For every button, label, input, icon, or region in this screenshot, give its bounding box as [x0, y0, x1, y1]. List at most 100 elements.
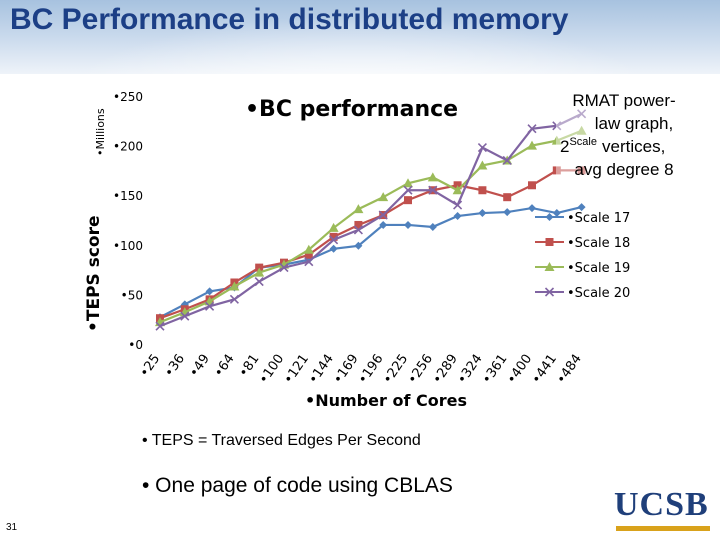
data-point	[378, 192, 389, 202]
data-point	[329, 232, 338, 241]
x-tick-label: •25	[137, 352, 163, 380]
data-point-stroke	[453, 200, 463, 210]
data-point	[353, 225, 363, 235]
data-point-stroke	[229, 294, 239, 304]
page-number: 31	[6, 522, 18, 533]
x-axis-label: •Number of Cores	[305, 391, 467, 410]
x-tick-label: •144	[306, 352, 337, 387]
data-point	[452, 185, 463, 195]
legend-label: •Scale 20	[567, 286, 630, 301]
data-point-stroke	[428, 185, 438, 195]
legend-swatch-marker-stroke	[544, 287, 555, 297]
y-unit-label: •Millions	[94, 108, 107, 156]
data-point	[254, 267, 265, 277]
data-point	[254, 276, 264, 287]
data-point-stroke	[502, 155, 512, 166]
x-tick-label: •256	[405, 352, 436, 387]
data-point	[577, 109, 587, 119]
data-point	[552, 209, 561, 218]
data-point	[155, 321, 165, 331]
data-point	[502, 155, 512, 166]
y-tick-label: •50	[121, 288, 143, 302]
legend: •Scale 17 •Scale 18 •Scale 19 •Scale 20	[535, 211, 630, 301]
data-point-stroke	[353, 225, 363, 235]
data-point	[229, 281, 240, 291]
x-tick-label: •64	[211, 352, 237, 380]
data-point	[404, 196, 412, 205]
legend-swatch-marker	[545, 238, 554, 246]
legend-item: •Scale 17	[535, 211, 630, 226]
annotation-line-3-text: vertices,	[602, 137, 665, 156]
data-point	[527, 140, 537, 150]
annotation-base: 2	[560, 137, 569, 156]
series-line	[159, 169, 582, 320]
slide-title: BC Performance in distributed memory	[10, 3, 569, 36]
y-tick-labels: •0 •50 •100 •150 •200 •250	[113, 90, 143, 352]
data-point	[552, 121, 562, 131]
data-point	[354, 220, 363, 229]
data-point	[453, 212, 462, 221]
data-point-stroke	[527, 124, 537, 134]
data-point	[453, 200, 463, 210]
data-point	[528, 181, 536, 190]
data-point	[404, 220, 412, 229]
data-point	[279, 263, 289, 273]
legend-item: •Scale 20	[535, 286, 630, 301]
data-point-stroke	[304, 257, 314, 267]
data-point	[528, 204, 536, 213]
legend-label: •Scale 19	[567, 261, 630, 276]
data-point	[577, 166, 586, 175]
header-band	[0, 0, 720, 74]
legend-swatch-marker	[544, 262, 555, 271]
annotation-line-4: avg degree 8	[574, 160, 673, 179]
legend-label: •Scale 18	[567, 236, 630, 251]
data-point-stroke	[477, 143, 487, 153]
data-point-stroke	[378, 210, 388, 220]
legend-item: •Scale 18	[535, 236, 630, 251]
data-point	[427, 172, 438, 182]
x-tick-label: •400	[504, 352, 535, 387]
ucsb-logo: UCSB	[614, 486, 714, 536]
data-point	[328, 222, 339, 232]
data-point-stroke	[329, 235, 339, 245]
x-tick-label: •324	[455, 352, 486, 387]
x-tick-label: •361	[480, 352, 511, 387]
data-point-stroke	[403, 185, 413, 195]
data-point	[577, 203, 586, 212]
data-point	[403, 178, 413, 188]
x-tick-label: •225	[380, 352, 411, 387]
data-point	[503, 208, 512, 217]
data-point	[478, 209, 487, 218]
legend-item: •Scale 19	[535, 261, 630, 276]
annotation-line-3: 2Scale vertices,	[560, 136, 665, 156]
x-tick-label: •100	[256, 352, 287, 387]
data-point	[503, 193, 512, 202]
data-point	[378, 210, 388, 220]
y-tick-label: •100	[113, 239, 143, 253]
data-point	[403, 185, 413, 195]
data-point	[353, 204, 364, 214]
data-point	[304, 257, 314, 267]
legend-label: •Scale 17	[567, 211, 630, 226]
data-point	[428, 185, 438, 195]
data-point	[477, 160, 488, 170]
data-point	[478, 186, 487, 195]
data-point	[180, 311, 190, 321]
y-tick-label: •250	[113, 90, 143, 104]
data-point	[205, 287, 214, 296]
x-tick-labels: •25•36•49•64•81•100•121•144•169•196•225•…	[137, 352, 585, 387]
chart-title: •BC performance	[245, 97, 458, 122]
data-point	[477, 143, 487, 153]
data-point	[229, 294, 239, 304]
x-tick-label: •49	[187, 352, 213, 380]
legend-swatch-marker	[545, 213, 554, 221]
data-point	[552, 166, 561, 175]
annotation-superscript: Scale	[569, 136, 597, 148]
y-tick-label: •150	[113, 189, 143, 203]
data-point-stroke	[205, 301, 215, 311]
data-point	[428, 222, 437, 231]
bullet-code-note: • One page of code using CBLAS	[142, 474, 453, 497]
x-tick-label: •36	[162, 352, 188, 380]
data-point	[551, 135, 562, 145]
